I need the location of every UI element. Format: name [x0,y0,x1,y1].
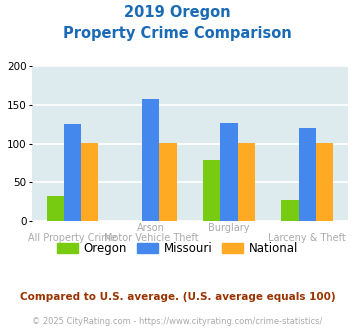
Bar [142,99,159,221]
Text: Larceny & Theft: Larceny & Theft [268,233,346,243]
Bar [81,143,98,221]
Text: Compared to U.S. average. (U.S. average equals 100): Compared to U.S. average. (U.S. average … [20,292,335,302]
Bar [159,143,177,221]
Text: © 2025 CityRating.com - https://www.cityrating.com/crime-statistics/: © 2025 CityRating.com - https://www.city… [32,317,323,326]
Bar [282,200,299,221]
Bar [47,195,64,221]
Text: Property Crime Comparison: Property Crime Comparison [63,26,292,41]
Text: All Property Crime: All Property Crime [28,233,117,243]
Text: Motor Vehicle Theft: Motor Vehicle Theft [104,233,198,243]
Text: Arson: Arson [137,223,165,233]
Text: 2019 Oregon: 2019 Oregon [124,5,231,20]
Bar [316,143,333,221]
Legend: Oregon, Missouri, National: Oregon, Missouri, National [52,237,303,260]
Bar [220,123,237,221]
Bar [64,124,81,221]
Text: Burglary: Burglary [208,223,250,233]
Bar [237,143,255,221]
Bar [203,160,220,221]
Bar [299,128,316,221]
